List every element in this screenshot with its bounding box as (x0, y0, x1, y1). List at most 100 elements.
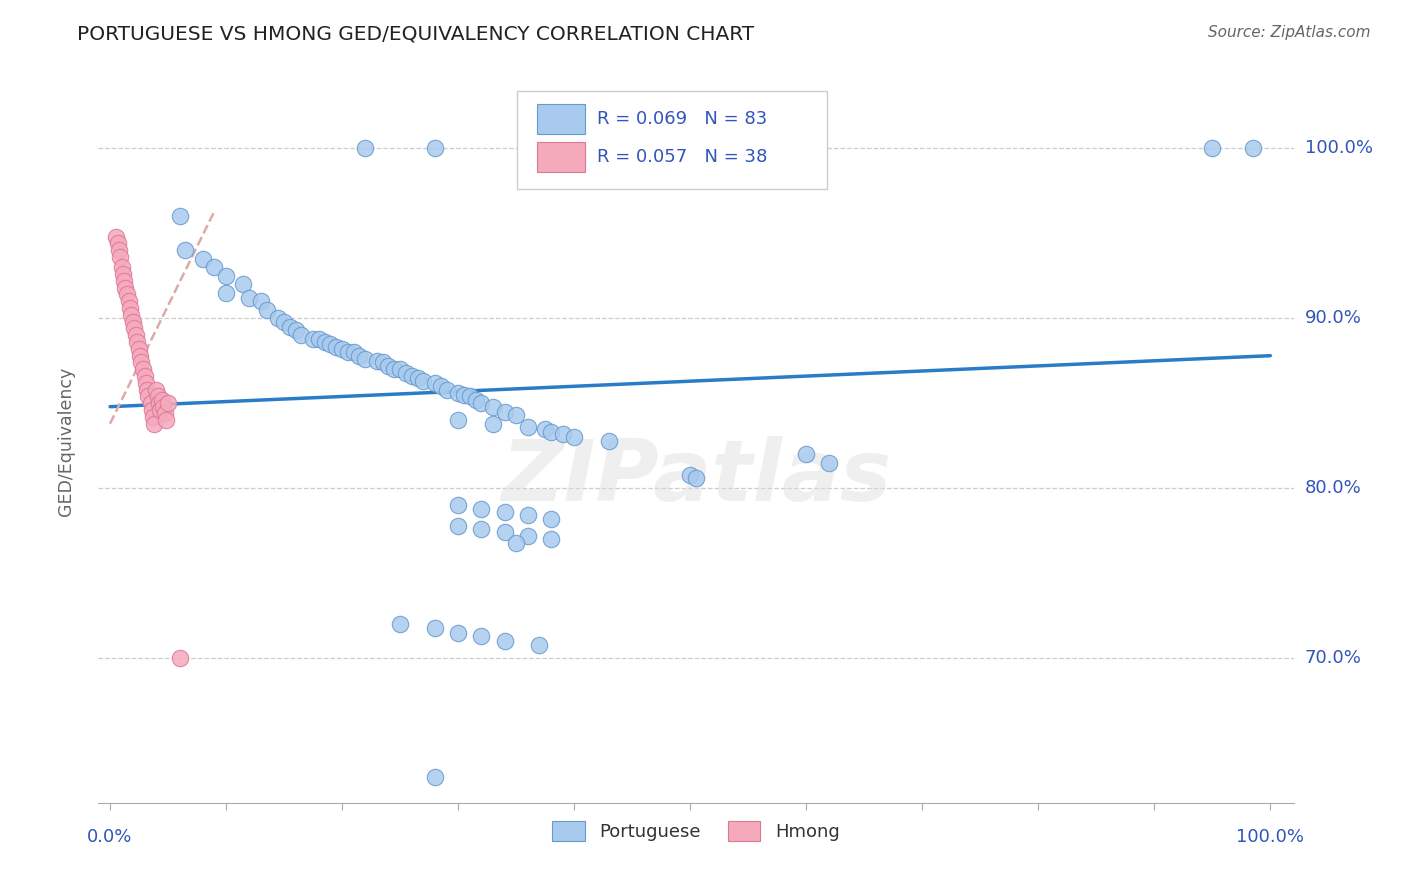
Point (336, 345, 359, 359)
Point (134, 369, 156, 384)
Text: Source: ZipAtlas.com: Source: ZipAtlas.com (1208, 25, 1371, 40)
Point (453, 388, 475, 402)
Point (470, 501, 492, 516)
Text: 0.0%: 0.0% (87, 828, 132, 847)
Point (314, 335, 336, 350)
Point (470, 396, 492, 410)
Point (143, 417, 166, 431)
Legend: Portuguese, Hmong: Portuguese, Hmong (546, 814, 846, 848)
Point (169, 651, 191, 665)
Point (406, 371, 429, 385)
Point (395, 366, 418, 380)
Point (111, 267, 134, 281)
Point (117, 287, 139, 301)
Point (118, 301, 141, 315)
Point (284, 323, 307, 337)
Point (482, 400, 505, 414)
Point (598, 434, 620, 448)
Point (366, 353, 388, 368)
Point (215, 285, 238, 300)
Point (412, 374, 434, 388)
Point (302, 332, 325, 346)
Point (389, 362, 412, 376)
Point (131, 355, 153, 369)
Point (494, 525, 516, 540)
Point (447, 498, 470, 512)
Point (470, 522, 492, 536)
Point (145, 383, 167, 397)
Point (142, 409, 165, 424)
Point (761, 141, 783, 155)
Point (112, 274, 135, 288)
Point (562, 141, 585, 155)
Point (516, 508, 538, 523)
Text: 90.0%: 90.0% (1305, 310, 1361, 327)
Point (325, 340, 347, 354)
Point (494, 405, 516, 419)
Point (423, 376, 446, 390)
Point (423, 141, 446, 155)
Point (447, 413, 470, 427)
Point (128, 342, 150, 356)
Point (447, 386, 470, 401)
Point (343, 345, 366, 359)
Point (107, 236, 129, 251)
FancyBboxPatch shape (537, 104, 585, 135)
Point (429, 379, 451, 393)
Point (423, 621, 446, 635)
Point (124, 321, 146, 335)
Point (136, 383, 159, 397)
Point (529, 638, 551, 652)
Point (114, 281, 136, 295)
Point (401, 369, 423, 384)
Point (110, 250, 132, 264)
Point (153, 407, 176, 421)
Point (330, 342, 353, 356)
Point (679, 467, 702, 482)
Text: R = 0.069   N = 83: R = 0.069 N = 83 (596, 111, 768, 128)
Point (319, 336, 342, 351)
Point (120, 308, 142, 322)
Point (124, 328, 146, 343)
Point (354, 352, 377, 367)
Point (256, 302, 278, 317)
Point (349, 349, 371, 363)
Point (174, 244, 197, 258)
Text: ZIPatlas: ZIPatlas (501, 436, 891, 519)
Point (423, 770, 446, 784)
Point (155, 413, 177, 427)
Point (250, 294, 273, 309)
Text: 100.0%: 100.0% (1236, 828, 1305, 847)
Point (1201, 141, 1223, 155)
Point (464, 392, 486, 407)
Point (382, 362, 405, 376)
Point (371, 355, 394, 369)
Point (562, 430, 585, 444)
FancyBboxPatch shape (537, 142, 585, 172)
Point (117, 294, 139, 309)
Text: 80.0%: 80.0% (1305, 479, 1361, 498)
Point (482, 417, 505, 431)
Point (494, 505, 516, 519)
Point (290, 328, 312, 343)
Point (157, 396, 180, 410)
Point (111, 260, 134, 275)
Point (108, 244, 131, 258)
Point (169, 209, 191, 223)
Y-axis label: GED/Equivalency: GED/Equivalency (56, 367, 75, 516)
Point (131, 362, 153, 376)
Point (818, 456, 841, 470)
Point (685, 471, 707, 485)
Point (215, 268, 238, 283)
Point (494, 634, 516, 648)
Point (141, 403, 163, 417)
Point (458, 389, 481, 403)
Point (129, 349, 152, 363)
Point (470, 629, 492, 643)
Point (505, 408, 527, 422)
Point (150, 392, 173, 407)
Point (516, 420, 538, 434)
Point (389, 617, 412, 632)
Point (551, 426, 574, 441)
Point (447, 518, 470, 533)
